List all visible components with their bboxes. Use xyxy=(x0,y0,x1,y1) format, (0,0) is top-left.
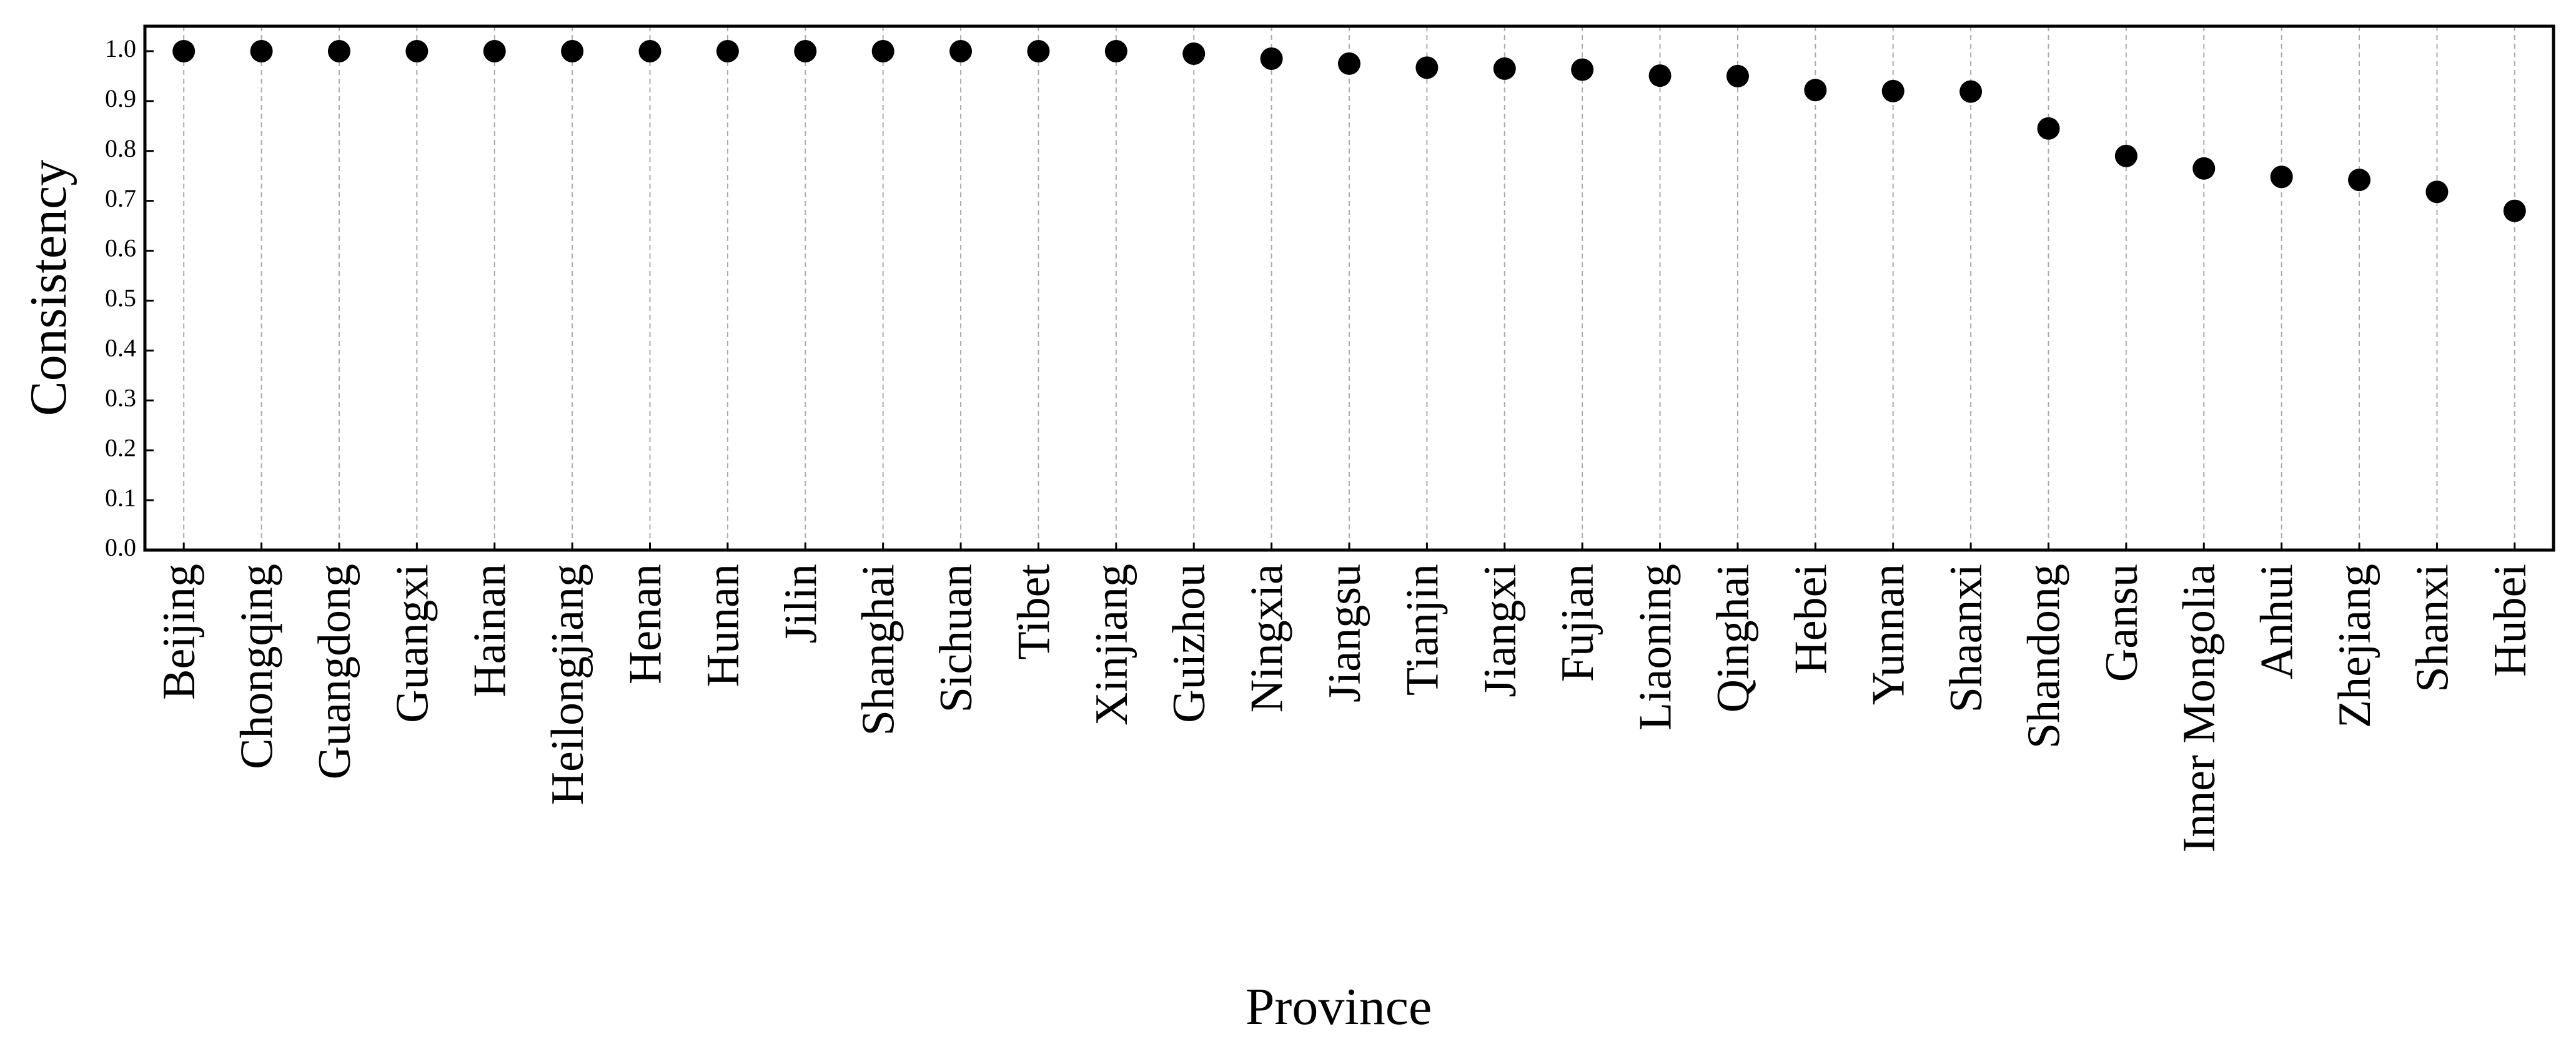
x-tick-label: Beijing xyxy=(154,564,205,700)
dot xyxy=(561,39,584,62)
dot xyxy=(327,39,350,62)
dot xyxy=(1260,47,1283,70)
x-tick-label: Zhejiang xyxy=(2329,564,2380,728)
x-tick-label: Yunnan xyxy=(1863,564,1915,705)
y-tick-label: 0.2 xyxy=(105,433,136,461)
y-tick-label: 0.8 xyxy=(105,134,136,162)
dot xyxy=(483,39,506,62)
y-tick-label: 0.3 xyxy=(105,383,136,411)
x-tick-label: Liaoning xyxy=(1630,564,1682,731)
plot-frame xyxy=(143,24,2555,552)
x-tick-label: Qinghai xyxy=(1708,564,1759,712)
y-tick-label: 0.0 xyxy=(105,533,136,561)
dot xyxy=(2114,144,2138,167)
x-tick-label: Jilin xyxy=(775,564,826,643)
dot xyxy=(2037,117,2060,140)
x-tick-label: Jiangsu xyxy=(1319,564,1370,702)
dot xyxy=(1338,52,1360,75)
x-tick-label: Shaanxi xyxy=(1941,564,1992,712)
dot xyxy=(871,39,894,62)
dot xyxy=(1804,79,1827,102)
x-tick-label: Guangdong xyxy=(309,564,360,779)
dot xyxy=(1027,39,1050,62)
dot xyxy=(1571,58,1594,81)
x-tick-label: Guangxi xyxy=(387,564,438,723)
dot xyxy=(2348,169,2371,192)
x-tick-label: Anhui xyxy=(2252,564,2303,679)
y-tick-label: 0.9 xyxy=(105,84,136,112)
y-axis-title: Consistency xyxy=(19,160,77,416)
dot xyxy=(1104,39,1127,62)
x-tick-label: Xinjiang xyxy=(1086,564,1137,726)
dot xyxy=(1881,79,1905,102)
x-tick-label: Shanxi xyxy=(2407,564,2458,692)
dot xyxy=(1648,64,1672,87)
dot xyxy=(949,39,973,62)
x-tick-label: Hebei xyxy=(1785,564,1836,674)
x-tick-label: Gansu xyxy=(2096,564,2147,682)
x-tick-label: Heilongjiang xyxy=(542,564,593,805)
dot xyxy=(1493,57,1516,80)
x-tick-label: Inner Mongolia xyxy=(2174,564,2225,852)
x-tick-label: Fujian xyxy=(1552,564,1603,682)
x-tick-label: Henan xyxy=(620,564,671,684)
dot xyxy=(172,39,196,62)
x-tick-label: Hainan xyxy=(465,564,516,697)
x-tick-label: Guizhou xyxy=(1164,564,1215,723)
x-tick-label: Hubei xyxy=(2485,564,2536,677)
x-tick-label: Sichuan xyxy=(931,564,982,712)
dot xyxy=(1182,42,1206,65)
dot xyxy=(716,39,739,62)
dot xyxy=(2425,180,2449,204)
dot xyxy=(638,39,661,62)
y-tick-label: 0.4 xyxy=(105,334,136,362)
y-tick-label: 0.6 xyxy=(105,234,136,262)
dot xyxy=(1959,80,1983,103)
x-tick-label: Jiangxi xyxy=(1475,564,1526,697)
x-tick-label: Chongqing xyxy=(232,564,283,769)
y-tick-label: 0.7 xyxy=(105,184,136,212)
dot xyxy=(2503,199,2526,222)
dot xyxy=(405,39,429,62)
dot xyxy=(1726,64,1749,87)
x-axis-title: Province xyxy=(1246,978,1432,1036)
x-tick-label: Hunan xyxy=(698,564,749,687)
y-tick-label: 0.1 xyxy=(105,483,136,511)
x-tick-label: Ningxia xyxy=(1242,564,1293,712)
x-tick-label: Tibet xyxy=(1008,564,1059,660)
dot xyxy=(1415,56,1439,79)
dot xyxy=(794,39,817,62)
dot xyxy=(250,39,273,62)
x-tick-label: Tianjin xyxy=(1397,564,1448,696)
dot xyxy=(2270,165,2293,189)
dot xyxy=(2192,157,2216,180)
y-tick-label: 0.5 xyxy=(105,284,136,312)
x-tick-label: Shandong xyxy=(2018,564,2069,749)
x-tick-label: Shanghai xyxy=(853,564,904,736)
y-tick-label: 1.0 xyxy=(105,34,136,62)
